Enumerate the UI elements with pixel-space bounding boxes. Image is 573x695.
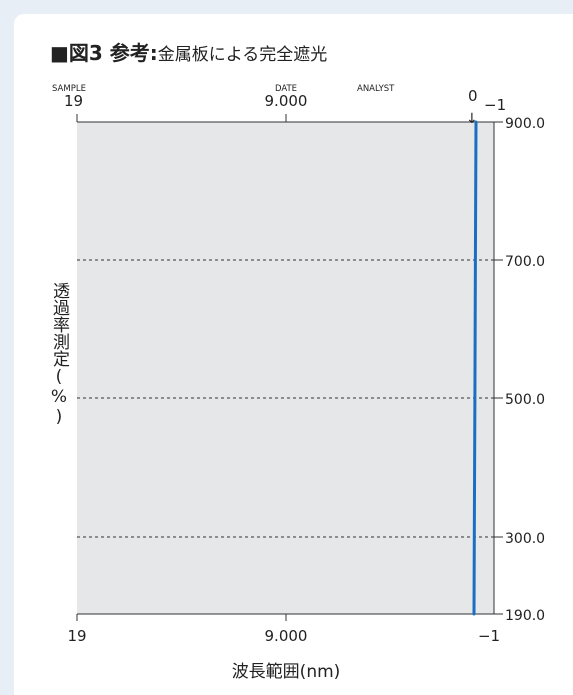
- figure-title: ■図3 参考:金属板による完全遮光: [50, 37, 327, 66]
- y-axis-title: 透過率測定(%): [49, 282, 69, 427]
- y-tick-label-700: 700.0: [505, 254, 545, 270]
- y-tick-label-300: 300.0: [505, 531, 545, 547]
- zero-arrow: ↓: [466, 111, 478, 127]
- y-tick-label-900: 900.0: [505, 116, 545, 132]
- x-tick-label-right: −1: [478, 627, 500, 645]
- plot-area: [77, 122, 494, 614]
- top-zero-label: 0: [468, 87, 478, 105]
- top-caption-sample: SAMPLE: [52, 84, 86, 94]
- y-tick-label-190: 190.0: [505, 608, 545, 624]
- y-tick-label-500: 500.0: [505, 392, 545, 408]
- x-tick-label-left: 19: [67, 627, 86, 645]
- top-value-date: 9.000: [265, 92, 308, 110]
- x-axis-title: 波長範囲(nm): [232, 662, 341, 682]
- figure-title-sub: 金属板による完全遮光: [157, 45, 328, 65]
- top-caption-analyst: ANALYST: [357, 84, 395, 94]
- x-tick-label-mid: 9.000: [265, 627, 308, 645]
- series-line: [472, 120, 478, 616]
- top-caption-date: DATE: [275, 84, 297, 94]
- figure-title-main: ■図3 参考:: [50, 41, 158, 65]
- top-value-sample: 19: [64, 92, 83, 110]
- top-right-label: −1: [484, 96, 506, 114]
